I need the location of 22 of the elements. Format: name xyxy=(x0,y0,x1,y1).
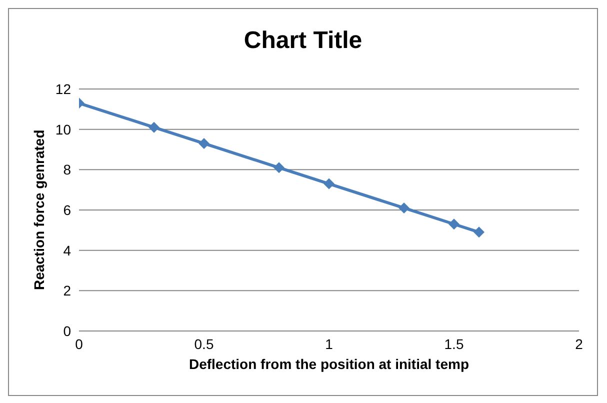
x-tick-label: 1.5 xyxy=(444,336,464,352)
x-tick-label: 1 xyxy=(325,336,334,352)
point xyxy=(324,178,334,190)
y-tick-label: 6 xyxy=(63,202,72,218)
y-axis-title: Reaction force genrated xyxy=(30,130,47,290)
point xyxy=(148,122,160,133)
y-tick-label: 4 xyxy=(63,242,72,258)
y-tick-label: 10 xyxy=(55,121,72,138)
x-tick-label: 0 xyxy=(75,336,84,352)
y-tick-label: 0 xyxy=(63,322,72,339)
y-tick-label: 8 xyxy=(63,162,72,178)
point xyxy=(474,226,484,238)
x-tick-label: 0.5 xyxy=(194,336,214,352)
y-tick-label: 2 xyxy=(63,282,72,299)
x-axis-title: Deflection from the position at initial temp xyxy=(188,356,470,372)
point xyxy=(198,138,210,149)
chart-title: Chart Title xyxy=(242,27,364,55)
x-tick-label: 2 xyxy=(575,336,584,352)
point xyxy=(448,218,460,230)
point xyxy=(274,162,284,174)
point xyxy=(398,202,410,214)
y-tick-label: 12 xyxy=(55,80,72,97)
